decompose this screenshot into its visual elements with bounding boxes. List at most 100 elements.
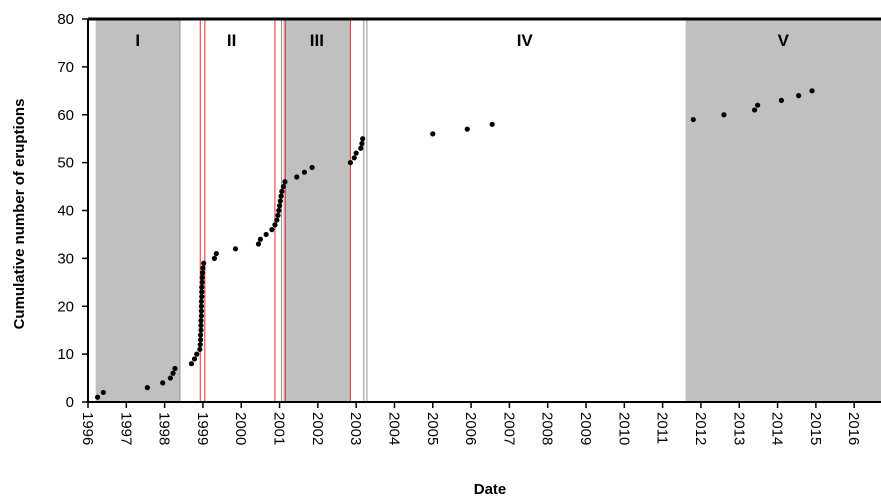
eruption-point [197,346,203,352]
eruption-point [751,107,758,113]
eruption-point [269,227,275,233]
eruption-point [188,361,195,367]
x-tick-label: 2016 [845,412,862,445]
x-tick-label: 2014 [769,412,786,445]
eruption-point [721,112,727,118]
x-tick-label: 2009 [577,412,594,445]
x-tick-label: 2011 [654,412,671,444]
eruption-point [211,255,218,261]
eruption-point [100,389,106,396]
x-tick-label: 2015 [807,412,824,445]
shaded-period-1 [283,19,351,402]
eruption-point [198,298,204,305]
eruption-point [430,131,436,137]
eruption-point [198,327,204,333]
eruption-point [275,212,281,218]
eruption-point [160,380,166,386]
eruption-point [257,236,263,242]
eruption-point [263,231,269,238]
eruption-point [755,102,761,108]
period-label: I [135,31,140,50]
eruption-point [172,365,178,372]
period-label: II [227,31,236,50]
eruption-point [200,265,206,271]
eruption-point [294,174,300,180]
x-tick-label: 1997 [117,412,134,445]
x-tick-label: 2005 [424,412,441,445]
eruption-point [167,375,173,381]
y-tick-label: 70 [57,59,74,76]
x-tick-label: 2002 [309,412,326,445]
eruption-point [778,97,784,103]
eruption-point [198,308,204,314]
x-tick-label: 2006 [462,412,479,445]
eruption-point [198,332,204,338]
eruption-point [282,179,288,185]
eruption-point [199,289,205,295]
y-tick-label: 40 [57,203,74,220]
x-tick-label: 2000 [232,412,249,445]
eruption-point [359,140,365,147]
eruption-point [360,136,366,142]
x-tick-label: 2008 [539,412,556,445]
shaded-period-layer [95,19,881,402]
eruption-point [199,270,206,276]
y-tick-label: 20 [57,298,74,315]
eruption-point [796,93,802,99]
x-tick-label: 2007 [500,412,517,445]
y-tick-label: 80 [57,11,74,28]
eruption-point [198,337,204,343]
x-tick-label: 1999 [194,412,211,445]
eruption-point [199,279,205,285]
eruption-point [277,198,283,204]
x-tick-label: 2003 [347,412,364,445]
shaded-period-0 [95,19,180,402]
x-tick-label: 1998 [156,412,173,445]
y-tick-label: 60 [57,107,74,124]
eruption-point [199,284,205,290]
eruption-point [278,193,284,199]
eruption-point [198,303,204,309]
eruption-point [464,126,470,132]
eruption-point [272,222,278,228]
x-tick-label: 2001 [271,412,288,445]
eruption-point [489,121,495,127]
y-tick-label: 10 [57,346,74,363]
eruption-point [347,160,354,166]
shaded-period-2 [685,19,881,402]
x-tick-label: 2010 [615,412,632,445]
eruption-point [358,145,364,151]
y-axis-title: Cumulative number of eruptions [11,99,28,330]
eruption-point [144,385,150,391]
eruption-point [170,370,176,376]
eruption-point [276,207,282,214]
eruption-point [194,351,200,357]
eruption-point [690,116,696,123]
y-tick-label: 0 [66,394,74,411]
x-tick-label: 1996 [79,412,96,445]
x-tick-label: 2012 [692,412,709,445]
period-label: III [310,31,324,50]
eruption-point [199,294,205,300]
eruption-point [198,322,204,328]
eruption-point [255,241,262,247]
eruption-point [309,164,315,171]
eruption-point [274,217,280,223]
period-label-layer: I III VII IV [135,31,789,50]
x-tick-label: 2004 [385,412,402,445]
y-tick-label: 50 [57,155,74,172]
period-label: V [778,31,790,50]
y-tick-label: 30 [57,250,74,267]
eruption-point [197,341,203,348]
eruption-point [199,274,205,281]
eruption-point [191,356,198,362]
eruption-point [198,313,204,319]
eruption-point [353,150,359,156]
x-axis-title: Date [474,481,507,496]
eruption-point [351,155,357,161]
eruption-point [279,188,285,194]
eruption-point [809,88,815,94]
vertical-marker-layer [179,19,368,402]
eruption-point [201,260,207,266]
eruption-point [198,318,204,324]
